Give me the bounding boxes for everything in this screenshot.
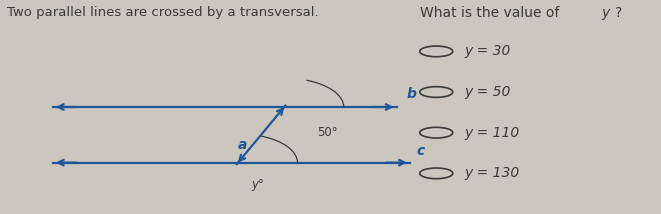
Text: a: a xyxy=(238,138,247,152)
Text: Two parallel lines are crossed by a transversal.: Two parallel lines are crossed by a tran… xyxy=(7,6,318,19)
Text: y = 30: y = 30 xyxy=(465,44,511,58)
Text: y: y xyxy=(602,6,609,20)
Text: y°: y° xyxy=(251,178,264,191)
Text: b: b xyxy=(407,87,416,101)
Text: ?: ? xyxy=(615,6,622,20)
Text: y = 50: y = 50 xyxy=(465,85,511,99)
Text: 50°: 50° xyxy=(317,126,338,139)
Text: y = 130: y = 130 xyxy=(465,166,520,180)
Text: y = 110: y = 110 xyxy=(465,126,520,140)
Text: What is the value of: What is the value of xyxy=(420,6,563,20)
Text: c: c xyxy=(416,144,424,158)
